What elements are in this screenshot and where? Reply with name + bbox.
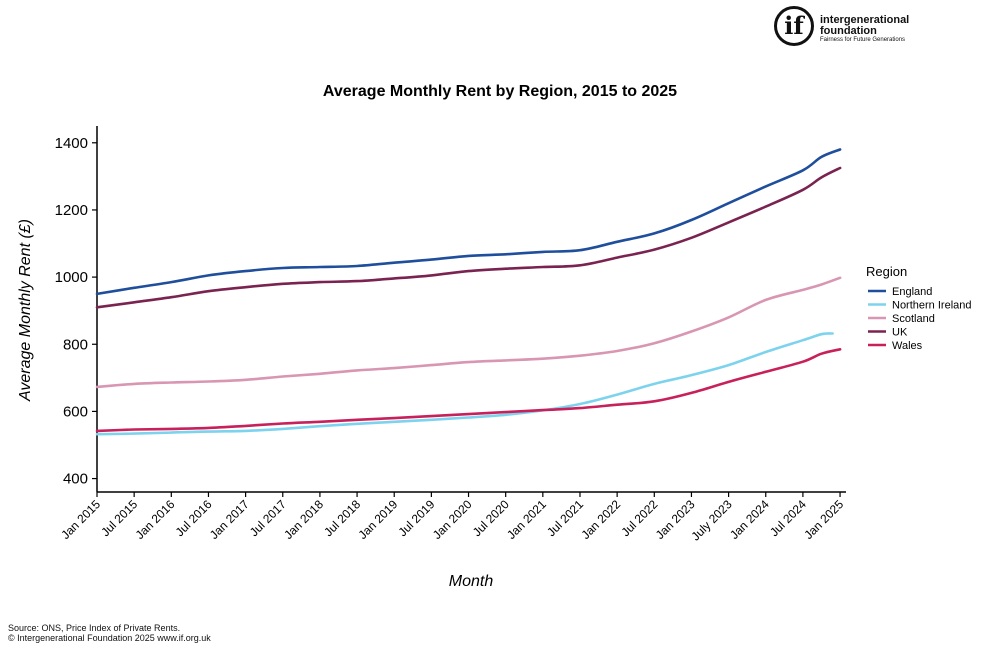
series-line-scotland	[95, 276, 842, 389]
x-axis-label: Month	[449, 573, 494, 590]
x-tick-label: Jan 2022	[578, 497, 623, 542]
series-line-england	[95, 148, 842, 296]
x-tick-label: Jan 2020	[430, 497, 475, 542]
chart-title: Average Monthly Rent by Region, 2015 to …	[323, 83, 677, 100]
source-line-2: © Intergenerational Foundation 2025 www.…	[8, 633, 211, 643]
y-axis-label: Average Monthly Rent (£)	[17, 219, 34, 402]
source-line-1: Source: ONS, Price Index of Private Rent…	[8, 623, 181, 633]
y-tick-label: 600	[63, 403, 88, 420]
x-tick-label: Jan 2015	[58, 497, 103, 542]
x-tick-label: Jan 2017	[207, 497, 252, 542]
x-tick-label: Jan 2018	[281, 497, 326, 542]
y-tick-label: 1400	[55, 135, 88, 152]
legend-title: Region	[866, 264, 907, 279]
legend-item-label: Scotland	[892, 313, 935, 325]
logo: if intergenerational foundation Fairness…	[774, 6, 924, 54]
legend-item-label: Northern Ireland	[892, 300, 972, 312]
series-line-northern-ireland	[95, 332, 834, 436]
source-note: Source: ONS, Price Index of Private Rent…	[8, 623, 211, 643]
legend-item-label: England	[892, 286, 932, 298]
y-tick-label: 1000	[55, 269, 88, 286]
series-line-wales	[95, 348, 842, 433]
x-tick-label: Jan 2024	[727, 497, 772, 542]
x-tick-label: Jan 2021	[504, 497, 549, 542]
x-tick-label: Jan 2025	[801, 497, 846, 542]
legend-item-label: Wales	[892, 340, 923, 352]
y-tick-label: 800	[63, 336, 88, 353]
logo-mark: if	[774, 6, 814, 46]
series-lines	[95, 148, 842, 436]
y-tick-label: 400	[63, 471, 88, 488]
logo-line-2: foundation	[820, 25, 877, 37]
x-tick-label: Jan 2016	[133, 497, 178, 542]
x-tick-label: July 2023	[688, 497, 734, 543]
logo-line-1: intergenerational	[820, 14, 910, 26]
legend-item-label: UK	[892, 327, 908, 339]
y-tick-label: 1200	[55, 202, 88, 219]
x-tick-label: Jan 2019	[356, 497, 401, 542]
logo-tagline: Fairness for Future Generations	[820, 37, 906, 43]
y-ticks: 400 600 800 1000 1200 1400	[55, 135, 97, 488]
series-line-uk	[95, 166, 842, 309]
